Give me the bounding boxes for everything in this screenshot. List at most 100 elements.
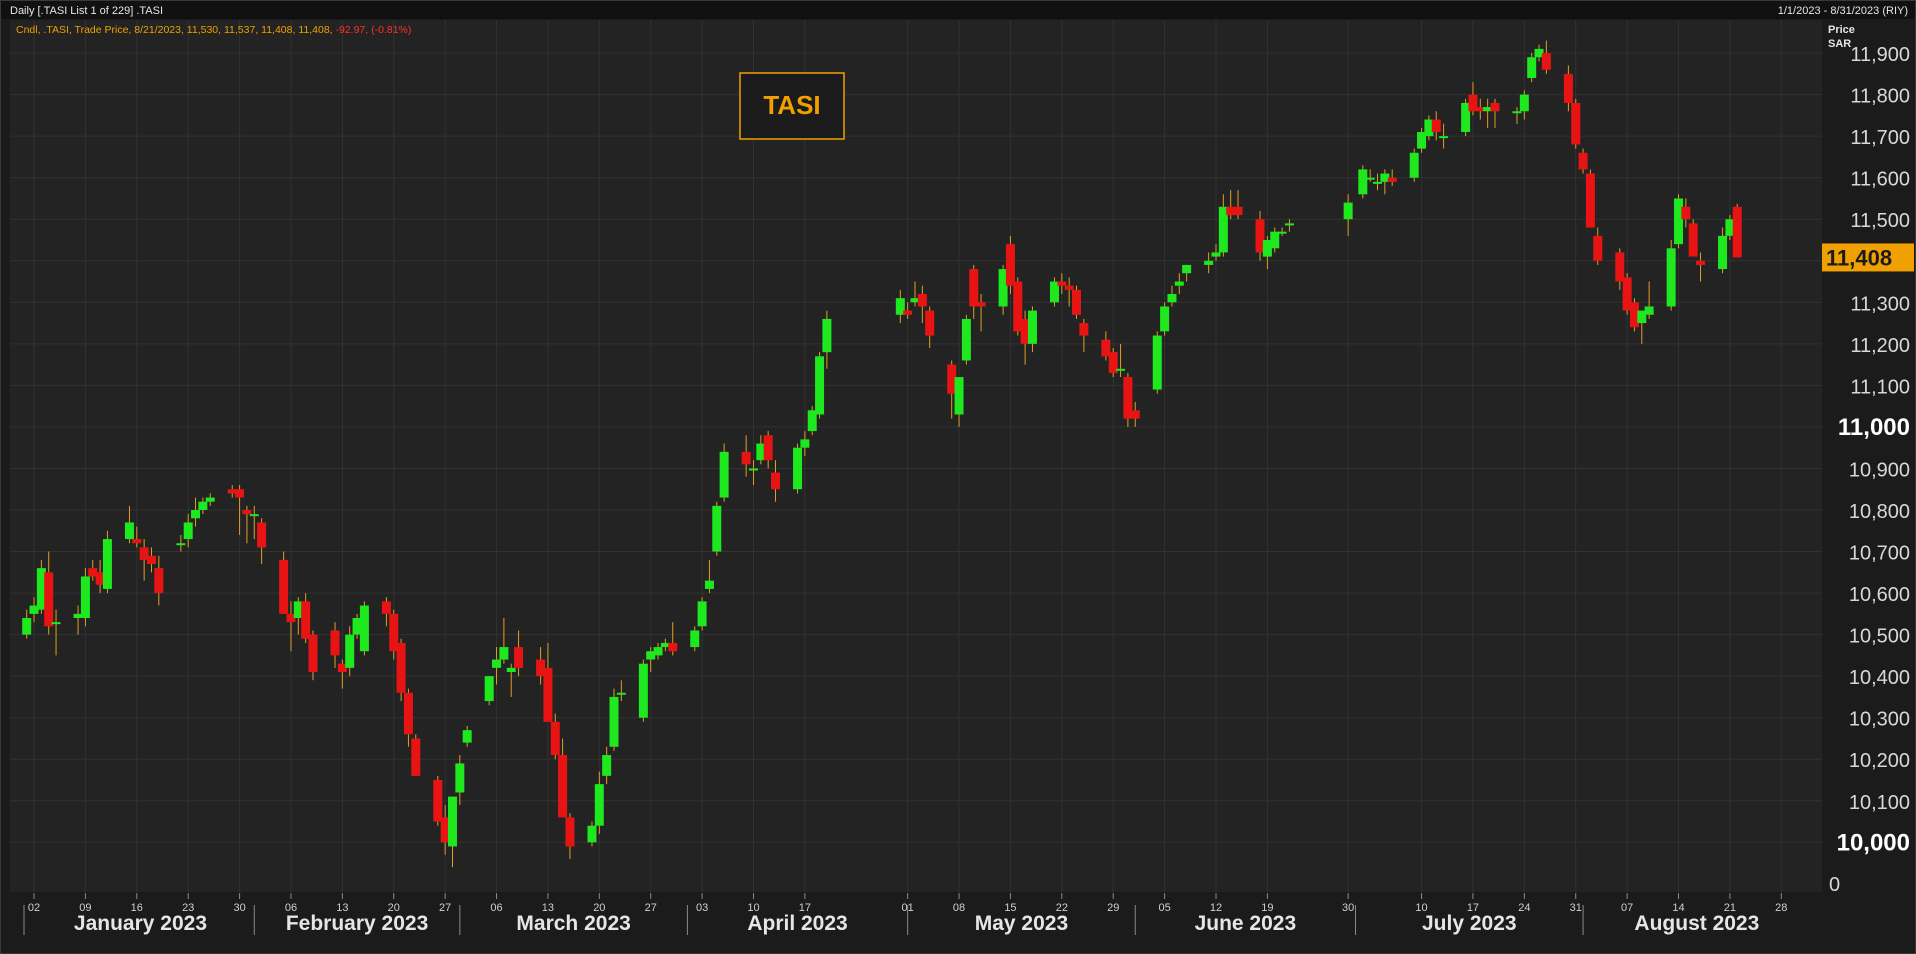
candle-up: [359, 605, 369, 652]
x-tick-label: 29: [1107, 902, 1119, 914]
candle-down: [1013, 281, 1023, 332]
candle-up: [183, 522, 193, 540]
x-tick-label: 07: [1621, 902, 1633, 914]
candle-up: [910, 298, 920, 303]
candle-up: [1160, 306, 1170, 332]
candle-up: [1343, 202, 1353, 220]
candle-up: [455, 763, 465, 793]
candle-down: [771, 472, 781, 490]
candle-down: [1057, 281, 1067, 286]
x-tick-label: 17: [1467, 902, 1479, 914]
candle-down: [1233, 206, 1243, 216]
candle-down: [925, 310, 935, 336]
candle-up: [1666, 248, 1676, 307]
last-price-label: 11,408: [1826, 245, 1892, 270]
x-tick-label: 20: [593, 902, 605, 914]
candle-up: [594, 784, 604, 826]
y-tick-label: 11,700: [1850, 127, 1910, 149]
candle-down: [1387, 177, 1397, 182]
candle-down: [1431, 119, 1441, 132]
candle-up: [1409, 152, 1419, 178]
candle-up: [1417, 132, 1427, 149]
candle-up: [646, 651, 656, 660]
candle-up: [1152, 335, 1162, 390]
x-tick-label: 20: [388, 902, 400, 914]
x-tick-label: 09: [79, 902, 91, 914]
candle-down: [95, 572, 105, 585]
candle-up: [1365, 177, 1375, 180]
candle-down: [1696, 260, 1706, 265]
x-tick-label: 19: [1261, 902, 1273, 914]
x-tick-label: 30: [1342, 902, 1354, 914]
candle-down: [917, 294, 927, 307]
candle-down: [301, 601, 311, 639]
y-tick-label: 11,000: [1838, 414, 1910, 441]
candle-up: [587, 825, 597, 843]
candle-down: [536, 659, 546, 677]
y-tick-label: 10,800: [1849, 501, 1910, 523]
candle-up: [1380, 173, 1390, 182]
x-tick-label: 05: [1158, 902, 1170, 914]
title-bar: [1, 1, 1915, 19]
candle-up: [1204, 260, 1214, 265]
y-tick-label: 10,400: [1849, 667, 1910, 689]
candle-up: [697, 601, 707, 627]
candle-up: [1049, 281, 1059, 303]
candle-up: [484, 676, 494, 702]
candle-down: [1101, 339, 1111, 357]
candle-down: [976, 302, 986, 307]
candle-up: [1211, 252, 1221, 257]
candle-down: [1072, 289, 1082, 315]
candle-up: [462, 730, 472, 743]
candle-up: [29, 605, 39, 614]
last-price-bg: [1822, 243, 1914, 272]
candle-up: [954, 377, 964, 415]
candle-up: [51, 622, 61, 625]
candle-up: [176, 543, 186, 546]
candle-up: [748, 468, 758, 471]
y-tick-label: 10,500: [1849, 626, 1910, 648]
candle-down: [1005, 244, 1015, 286]
candle-down: [514, 647, 524, 668]
x-tick-label: 13: [542, 902, 554, 914]
candle-down: [763, 435, 773, 461]
candle-down: [227, 489, 237, 494]
candle-up: [198, 501, 208, 510]
candle-up: [822, 318, 832, 353]
candle-down: [308, 634, 318, 672]
x-tick-label: 28: [1775, 902, 1787, 914]
candle-up: [998, 269, 1008, 307]
candle-up: [1461, 102, 1471, 132]
month-label: March 2023: [516, 912, 630, 935]
candle-up: [1674, 198, 1684, 245]
candle-down: [396, 642, 406, 693]
candle-up: [1483, 107, 1493, 112]
y-tick-label: 11,900: [1850, 44, 1910, 66]
candle-up: [756, 443, 766, 461]
candle-down: [565, 817, 575, 847]
candle-down: [903, 310, 913, 315]
candle-down: [1020, 318, 1030, 344]
candle-down: [286, 613, 296, 623]
chart-title: Daily [.TASI List 1 of 229] .TASI: [10, 5, 163, 17]
candle-up: [345, 634, 355, 668]
x-tick-label: 16: [131, 902, 143, 914]
y-tick-label: 11,800: [1850, 86, 1910, 108]
x-tick-label: 31: [1570, 902, 1582, 914]
candle-up: [1116, 368, 1126, 371]
candle-up: [704, 580, 714, 589]
x-tick-label: 13: [336, 902, 348, 914]
x-tick-label: 03: [696, 902, 708, 914]
y-tick-label: 11,600: [1850, 169, 1910, 191]
candle-up: [191, 510, 201, 519]
candle-down: [1226, 206, 1236, 216]
x-axis-panel: [1, 893, 1915, 953]
candle-down: [139, 547, 149, 560]
candle-up: [1439, 136, 1449, 139]
candle-down: [44, 572, 54, 627]
month-label: August 2023: [1634, 912, 1759, 935]
candle-up: [793, 447, 803, 490]
candle-down: [132, 539, 142, 544]
x-axis-ticks: 02 09 16 23 30 06 13 20 27 06 13 20 27 03 10 17 01 08 15 22…: [28, 893, 1787, 914]
candle-down: [257, 522, 267, 548]
